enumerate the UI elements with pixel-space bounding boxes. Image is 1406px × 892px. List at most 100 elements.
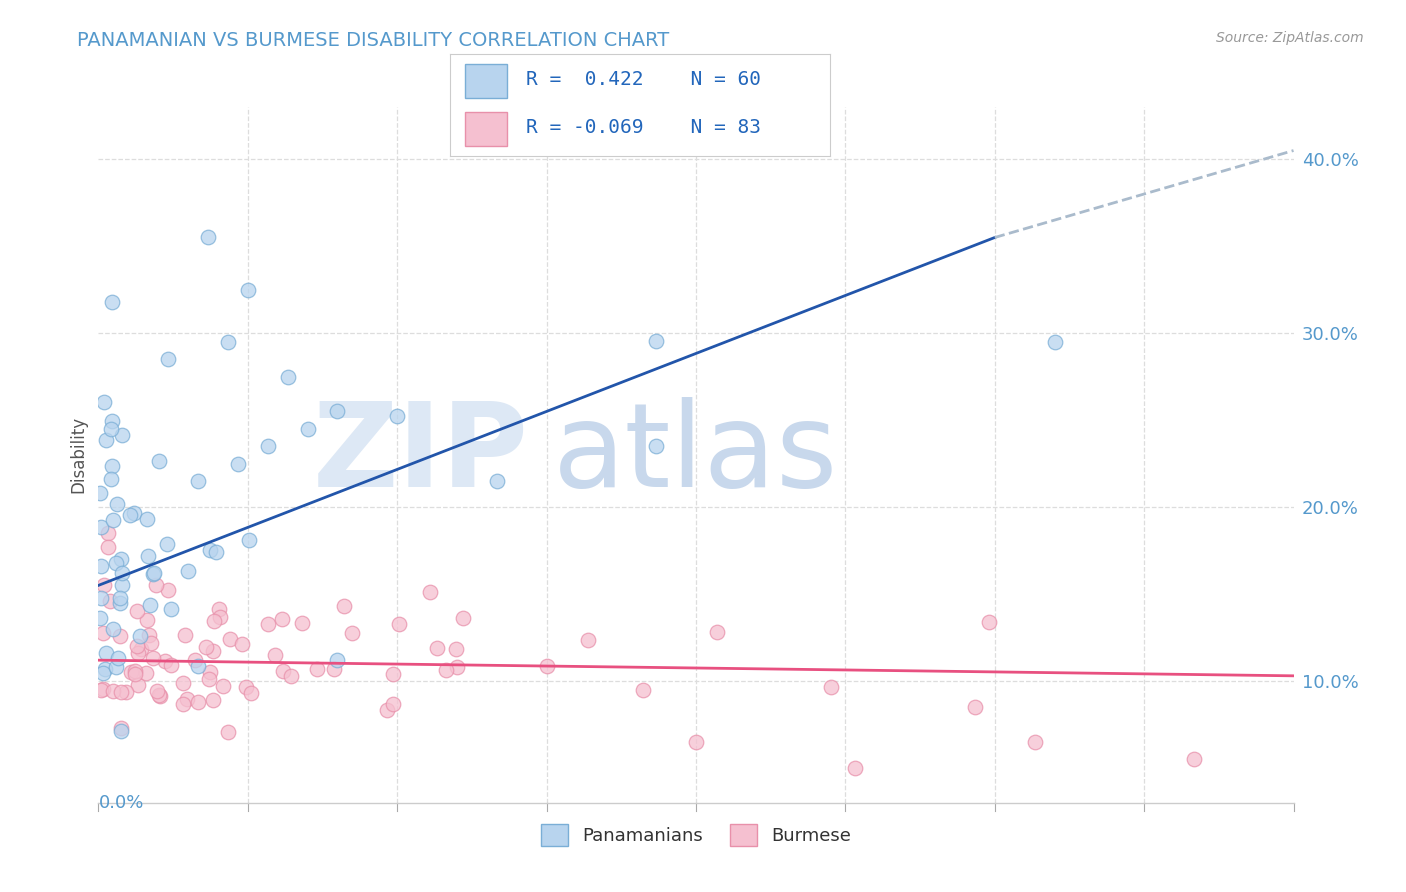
Point	[101, 623, 124, 637]
Point	[1024, 735, 1046, 749]
Point	[156, 582, 179, 597]
Point	[156, 537, 179, 551]
Point	[110, 552, 132, 566]
Point	[122, 506, 145, 520]
Point	[124, 664, 146, 678]
FancyBboxPatch shape	[465, 112, 508, 145]
Point	[94, 662, 117, 676]
Point	[256, 616, 278, 631]
Point	[101, 458, 124, 473]
Point	[271, 612, 294, 626]
Point	[187, 658, 209, 673]
Point	[145, 577, 167, 591]
Point	[160, 657, 183, 672]
Point	[108, 629, 131, 643]
Point	[208, 609, 231, 624]
Point	[536, 658, 558, 673]
Point	[217, 334, 239, 349]
Point	[187, 695, 209, 709]
Point	[138, 549, 160, 563]
Point	[97, 540, 120, 554]
Point	[136, 512, 159, 526]
Text: R =  0.422    N = 60: R = 0.422 N = 60	[526, 70, 761, 89]
Point	[1043, 334, 1066, 349]
Point	[93, 395, 115, 409]
Point	[187, 474, 209, 488]
FancyBboxPatch shape	[465, 64, 508, 97]
Point	[100, 421, 122, 435]
Legend: Panamanians, Burmese: Panamanians, Burmese	[533, 816, 859, 853]
Point	[305, 662, 328, 676]
Point	[118, 508, 141, 523]
Point	[136, 613, 159, 627]
Point	[90, 559, 112, 574]
Point	[706, 624, 728, 639]
Point	[142, 650, 165, 665]
Point	[100, 472, 122, 486]
Point	[1182, 752, 1205, 766]
Point	[172, 676, 194, 690]
Point	[125, 604, 148, 618]
Point	[231, 636, 253, 650]
Point	[103, 513, 125, 527]
Point	[94, 433, 117, 447]
Point	[120, 665, 142, 679]
Point	[256, 439, 278, 453]
Point	[90, 520, 112, 534]
Text: atlas: atlas	[553, 398, 838, 512]
Point	[264, 648, 287, 663]
Point	[97, 526, 120, 541]
Point	[110, 723, 132, 738]
Point	[90, 591, 112, 605]
Point	[419, 585, 441, 599]
Point	[844, 761, 866, 775]
Y-axis label: Disability: Disability	[69, 417, 87, 493]
Point	[146, 684, 169, 698]
Point	[104, 660, 127, 674]
Point	[177, 564, 200, 578]
Point	[127, 646, 149, 660]
Point	[326, 653, 349, 667]
Point	[111, 428, 134, 442]
Point	[333, 599, 356, 613]
Point	[200, 543, 222, 558]
Point	[381, 697, 404, 711]
Point	[451, 611, 474, 625]
Point	[139, 636, 162, 650]
Point	[90, 682, 112, 697]
Text: 0.0%: 0.0%	[98, 795, 143, 813]
Point	[110, 591, 132, 605]
Point	[148, 453, 170, 467]
Point	[280, 669, 302, 683]
Point	[142, 567, 165, 582]
Point	[139, 598, 162, 612]
Point	[148, 688, 170, 702]
Point	[197, 230, 219, 244]
Point	[485, 474, 508, 488]
Point	[388, 617, 411, 632]
Point	[127, 678, 149, 692]
Point	[631, 683, 654, 698]
Point	[142, 566, 165, 580]
Point	[204, 545, 226, 559]
Point	[124, 667, 146, 681]
Point	[91, 625, 114, 640]
Point	[128, 629, 150, 643]
Point	[645, 334, 668, 349]
Point	[444, 642, 467, 657]
Point	[240, 686, 263, 700]
Point	[176, 691, 198, 706]
Point	[89, 611, 111, 625]
Point	[91, 666, 114, 681]
Point	[271, 665, 294, 679]
Point	[238, 533, 260, 547]
Point	[434, 663, 457, 677]
Point	[173, 628, 195, 642]
Point	[98, 594, 121, 608]
Point	[110, 721, 132, 735]
Point	[148, 689, 170, 703]
Point	[211, 679, 233, 693]
Point	[105, 497, 128, 511]
Point	[157, 352, 180, 367]
Point	[385, 409, 409, 423]
